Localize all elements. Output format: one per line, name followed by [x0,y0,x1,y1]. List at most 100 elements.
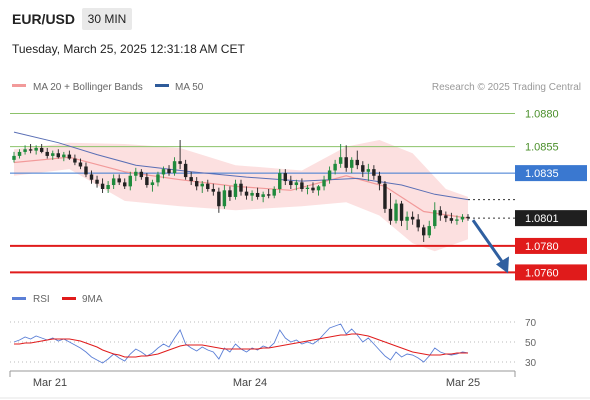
candle [311,182,315,193]
candle [134,167,138,182]
candle-body [460,216,465,220]
timeframe-badge [82,8,132,30]
candle-body [294,182,299,186]
candle-body [51,153,55,156]
pivot-level-label: 1.0835 [525,168,559,180]
candle [62,151,66,162]
candle [239,179,243,196]
candle [305,185,310,195]
rsi-9ma-line [14,333,468,358]
candle-body [266,194,271,196]
candle [123,178,127,189]
candle-body [394,203,398,221]
candle-body [39,147,44,152]
candle-body [322,179,326,187]
rsi-legend-label: RSI [33,294,50,305]
candle [250,190,254,201]
level-lines-layer [10,113,515,274]
candle [444,211,448,223]
candle [51,150,55,160]
candle-body [383,183,387,209]
candle [211,183,216,196]
ma50-line [13,131,469,201]
candle [161,166,166,179]
forecast-arrow-head [496,256,509,274]
candle [388,192,393,225]
candle [255,187,260,200]
candle-body [250,192,254,196]
candle [228,186,232,201]
candle [421,224,426,242]
candle-body [56,153,61,158]
rsi-9ma-legend-swatch [62,297,76,300]
candle [206,179,210,192]
candle-body [255,192,260,197]
candle [372,165,376,180]
datetime-label: Tuesday, March 25, 2025 12:31:18 AM CET [12,42,245,56]
candle [294,179,299,191]
candle-body [233,183,238,197]
candle-body [62,154,66,158]
candle [399,200,404,227]
candle [344,145,348,172]
rsi-tick-label: 50 [525,338,537,349]
forecast-arrow-layer [471,219,509,274]
candle-body [350,159,354,168]
candle-body [399,203,404,221]
time-axis: Mar 21 Mar 24 Mar 25 [0,370,590,399]
candle-body [123,182,127,187]
candle [233,179,238,200]
rsi-tick-label: 70 [525,318,537,329]
candle-body [17,151,22,156]
candle [156,171,160,187]
candle [244,186,249,200]
candle [84,162,88,178]
support-level-label: 1.0780 [525,241,559,253]
candle [460,214,465,223]
ma50-legend-label: MA 50 [175,82,204,93]
candle [283,169,288,186]
candle [45,147,49,159]
candle-body [421,227,426,236]
candle [322,175,326,191]
candle [405,211,409,231]
candle [145,173,149,188]
candle [416,214,420,232]
candle-body [145,177,149,186]
candle-body [433,210,437,227]
ma20-line [13,156,469,219]
candle [383,181,387,213]
candle-body [327,170,332,180]
candle [410,211,415,225]
candles-layer [12,140,470,242]
candle [438,206,443,221]
candle [222,185,227,209]
candle-body [194,181,199,187]
candle-body [278,173,282,189]
rsi-line [13,323,469,364]
rsi-legend-swatch [12,297,26,300]
candle-body [150,182,155,186]
candle [333,159,337,175]
candle [377,171,382,191]
symbol-title: EUR/USD [12,11,75,27]
candle [78,158,83,170]
candle [261,191,265,203]
candle [266,189,271,199]
candle-body [222,190,227,207]
candle-body [416,219,420,228]
rsi-panel: 70 50 30 [10,318,537,369]
candle [272,186,276,199]
candle-body [316,186,321,191]
candle [95,175,99,188]
candle [23,145,27,155]
candle-body [366,169,371,172]
candle [327,166,332,184]
candle-body [178,161,182,164]
candle-body [272,189,276,196]
candle-body [300,182,304,189]
candle [355,150,359,170]
candle-body [261,194,265,197]
candle-body [34,147,38,151]
